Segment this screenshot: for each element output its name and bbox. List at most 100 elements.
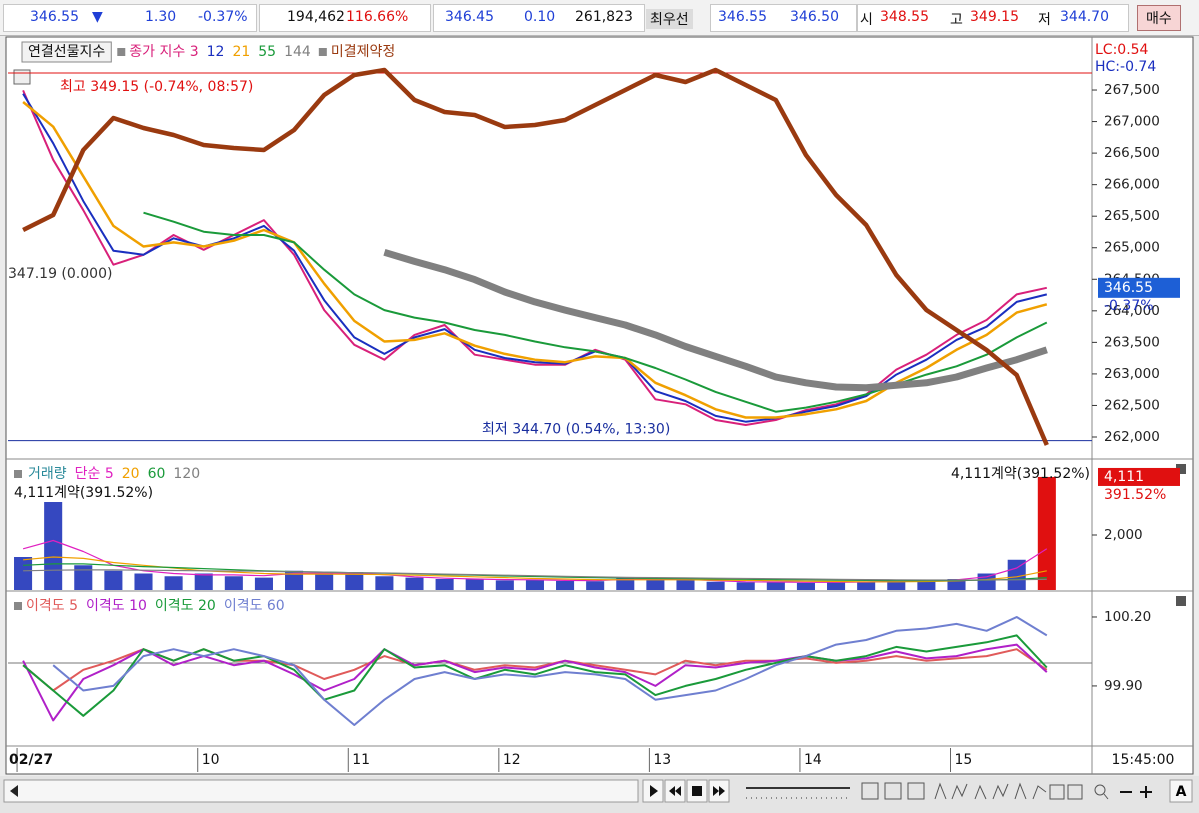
- close-box[interactable]: [1176, 464, 1186, 474]
- volume-bar: [616, 577, 635, 590]
- high: 349.15: [970, 9, 1019, 25]
- volume-bar: [345, 572, 364, 590]
- volume-bar: [465, 579, 484, 590]
- volume-bar: [224, 576, 243, 590]
- title-box: [21, 41, 112, 63]
- legend-entry: 55: [258, 44, 276, 60]
- volume-bar: [495, 580, 514, 590]
- y-tick-label: 264,000: [1104, 303, 1160, 319]
- last-change: -0.37%: [1104, 298, 1154, 314]
- x-end-label: 15:45:00: [1112, 752, 1175, 768]
- corner-label: LC:0.54: [1095, 42, 1149, 58]
- change-pct: -0.37%: [198, 9, 248, 25]
- scrollbar[interactable]: [3, 779, 639, 803]
- volume-bar: [887, 581, 906, 590]
- font-button[interactable]: A: [1176, 784, 1187, 800]
- x-tick-label: 15: [955, 752, 973, 768]
- legend-swatch: [14, 470, 22, 478]
- y-tick-label: 266,000: [1104, 177, 1160, 193]
- volume-bar: [736, 582, 755, 590]
- legend-entry: 이격도 5: [26, 598, 78, 614]
- last-price-badge: [1098, 277, 1180, 298]
- legend-entry: 60: [148, 466, 166, 482]
- legend-swatch: [117, 48, 126, 56]
- volume-bar: [1037, 476, 1056, 590]
- volume-bar: [525, 579, 544, 590]
- line-series: [22, 67, 1049, 446]
- quote-cell: [3, 4, 257, 32]
- legend-entry: 20: [122, 466, 140, 482]
- legend-entry: 이격도 60: [224, 598, 285, 614]
- forward-icon: [713, 786, 725, 796]
- legend-entry: 종가 지수 3: [129, 44, 198, 60]
- volume-bar: [917, 580, 936, 590]
- line-series: [23, 569, 1047, 581]
- legend-entry: 12: [207, 44, 225, 60]
- x-tick-label: 13: [653, 752, 671, 768]
- legend-entry: 단순 5: [75, 466, 114, 482]
- open-label: 시: [860, 12, 873, 28]
- buy-button[interactable]: 매수: [1137, 5, 1181, 31]
- arrow: ▼: [92, 9, 103, 25]
- low-label: 최저 344.70 (0.54%, 13:30): [482, 422, 670, 438]
- legend-swatch: [14, 602, 22, 610]
- volume-bar: [74, 565, 93, 590]
- play-icon: [650, 785, 658, 797]
- tool-icons[interactable]: [861, 782, 1152, 800]
- volume-label: 4,111계약(391.52%): [14, 485, 153, 501]
- change: 1.30: [145, 9, 177, 25]
- stop-icon: [692, 786, 702, 796]
- high-label: 고: [950, 12, 963, 28]
- volume-bar: [104, 570, 123, 590]
- volume-bar: [646, 579, 665, 590]
- y-tick-label: 265,500: [1104, 208, 1160, 224]
- y-tick-label: 267,000: [1104, 114, 1160, 130]
- panel-icon[interactable]: [13, 69, 31, 85]
- volume-bar: [1007, 559, 1026, 590]
- quote-cell: [433, 4, 645, 32]
- best-bid: 346.50: [790, 9, 839, 25]
- y-tick-label: 2,000: [1104, 527, 1143, 543]
- x-tick-label: 14: [804, 752, 822, 768]
- close-box[interactable]: [1176, 596, 1186, 606]
- volume-bar: [435, 579, 454, 590]
- volume-bar: [254, 577, 273, 590]
- legend-entry: 미결제약정: [331, 44, 395, 60]
- bid-ask-price: 346.45: [445, 9, 494, 25]
- last-volume-badge: [1098, 467, 1180, 486]
- x-tick-label: 11: [352, 752, 370, 768]
- best-label: 최우선: [646, 9, 693, 29]
- volume-bar: [14, 557, 33, 590]
- chart-title: 거래량: [28, 466, 67, 482]
- ref-label: 347.19 (0.000): [8, 266, 112, 282]
- font-button-bg[interactable]: [1169, 779, 1193, 803]
- line-series: [383, 248, 1048, 392]
- scroll-left[interactable]: [10, 785, 18, 797]
- volume-bar: [977, 573, 996, 590]
- y-tick-label: 99.90: [1104, 678, 1143, 694]
- volume-bar: [827, 582, 846, 590]
- y-tick-label: 267,500: [1104, 82, 1160, 98]
- legend-entry: 144: [284, 44, 311, 60]
- y-tick-label: 262,000: [1104, 429, 1160, 445]
- y-tick-label: 100.20: [1104, 609, 1151, 625]
- line-series: [22, 643, 1048, 722]
- legend-swatch: [318, 48, 327, 56]
- last-ratio: 391.52%: [1104, 487, 1166, 503]
- chart-frame: [5, 36, 1194, 775]
- bid-ask-change: 0.10: [524, 9, 556, 25]
- volume-bar: [766, 581, 785, 590]
- low: 344.70: [1060, 9, 1109, 25]
- y-tick-label: 266,500: [1104, 145, 1160, 161]
- x-tick-label: 02/27: [9, 752, 53, 768]
- best-ask: 346.55: [718, 9, 767, 25]
- volume-bar: [556, 580, 575, 590]
- line-series: [23, 556, 1047, 583]
- y-tick-label: 263,500: [1104, 334, 1160, 350]
- volume-bar: [315, 573, 334, 590]
- last-volume: 4,111: [1104, 469, 1144, 485]
- volume-label: 4,111계약(391.52%): [951, 466, 1090, 482]
- legend-entry: 이격도 10: [86, 598, 147, 614]
- low-label: 저: [1038, 12, 1051, 28]
- quote-cell: [857, 4, 1129, 32]
